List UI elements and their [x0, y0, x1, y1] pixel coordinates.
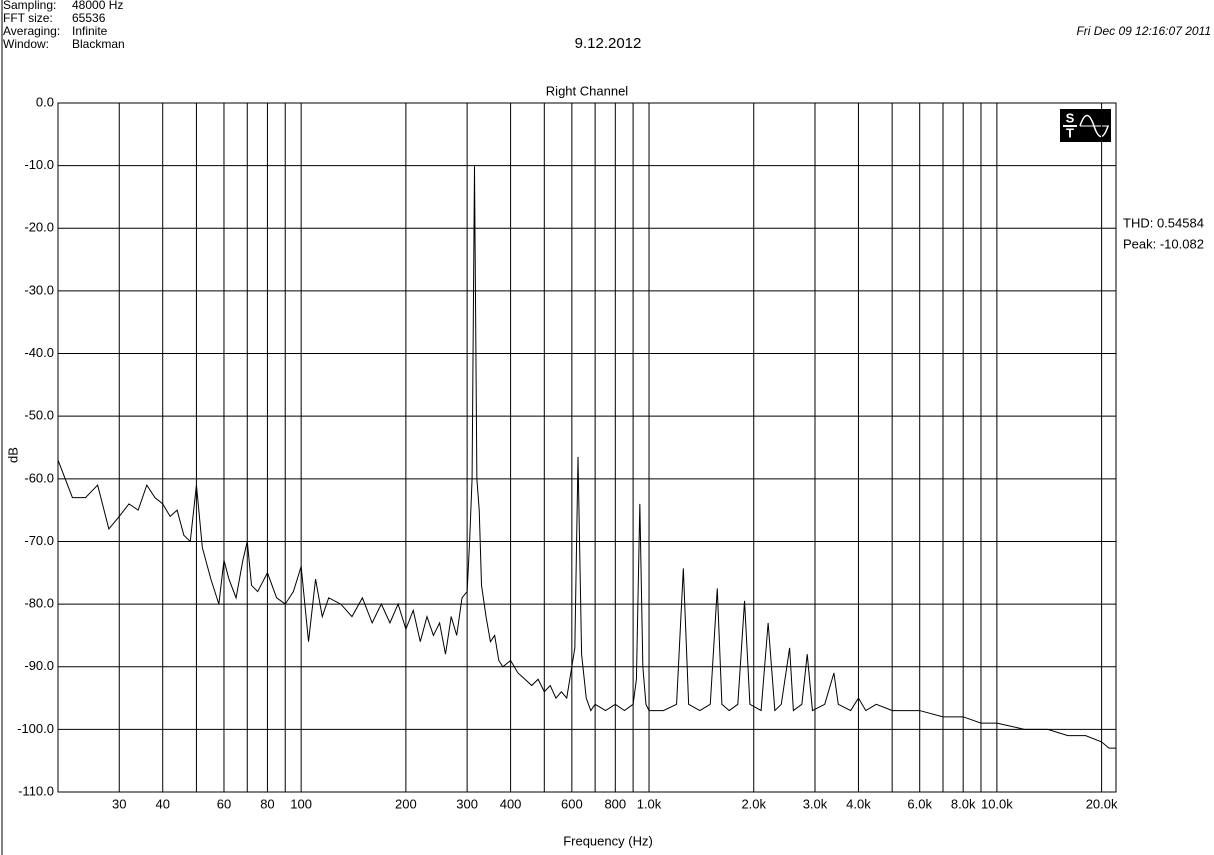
- y-tick-label: -20.0: [24, 220, 54, 235]
- x-tick-label: 6.0k: [907, 796, 932, 811]
- y-tick-label: -40.0: [24, 345, 54, 360]
- date: 9.12.2012: [575, 35, 642, 52]
- y-tick-label: -80.0: [24, 596, 54, 611]
- annotation: Peak: -10.082: [1123, 236, 1204, 251]
- y-tick-label: -110.0: [18, 783, 54, 798]
- logo: S T: [1060, 109, 1111, 142]
- x-tick-label: 100: [290, 796, 312, 811]
- y-tick-label: -10.0: [24, 157, 54, 172]
- x-axis-label: Frequency (Hz): [563, 833, 653, 848]
- x-tick-label: 40: [155, 796, 169, 811]
- x-tick-label: 8.0k: [951, 796, 976, 811]
- header-value: 65536: [72, 11, 106, 25]
- chart-title: Right Channel: [546, 83, 628, 98]
- x-tick-label: 30: [112, 796, 126, 811]
- y-tick-label: -70.0: [24, 533, 54, 548]
- header-value: 48000 Hz: [72, 0, 123, 12]
- x-tick-label: 800: [604, 796, 626, 811]
- x-tick-label: 300: [456, 796, 478, 811]
- logo-letter: S: [1066, 110, 1075, 125]
- x-tick-label: 10.0k: [981, 796, 1013, 811]
- header-label: Averaging:: [3, 24, 60, 38]
- x-tick-label: 1.0k: [637, 796, 662, 811]
- annotation: THD: 0.54584: [1123, 215, 1204, 230]
- header-label: FFT size:: [3, 11, 53, 25]
- x-tick-label: 600: [561, 796, 583, 811]
- x-tick-label: 4.0k: [846, 796, 871, 811]
- x-tick-label: 2.0k: [741, 796, 766, 811]
- y-tick-label: -50.0: [24, 408, 54, 423]
- header-label: Sampling:: [3, 0, 56, 12]
- timestamp: Fri Dec 09 12:16:07 2011: [1076, 24, 1211, 38]
- x-tick-label: 200: [395, 796, 417, 811]
- header-value: Infinite: [72, 24, 108, 38]
- x-tick-label: 20.0k: [1086, 796, 1118, 811]
- y-tick-label: -60.0: [24, 470, 54, 485]
- logo-letter: T: [1066, 125, 1074, 140]
- y-axis-label: dB: [5, 447, 20, 463]
- y-tick-label: 0.0: [36, 94, 54, 109]
- header-label: Window:: [3, 37, 49, 51]
- y-tick-label: -100.0: [17, 721, 54, 736]
- y-tick-label: -90.0: [24, 658, 54, 673]
- x-tick-label: 400: [500, 796, 522, 811]
- x-tick-label: 3.0k: [803, 796, 828, 811]
- header-value: Blackman: [72, 37, 125, 51]
- plot-border: [57, 102, 1117, 793]
- y-tick-label: -30.0: [24, 282, 54, 297]
- spectrum-line: [57, 166, 1116, 749]
- x-tick-label: 80: [260, 796, 274, 811]
- x-tick-label: 60: [217, 796, 231, 811]
